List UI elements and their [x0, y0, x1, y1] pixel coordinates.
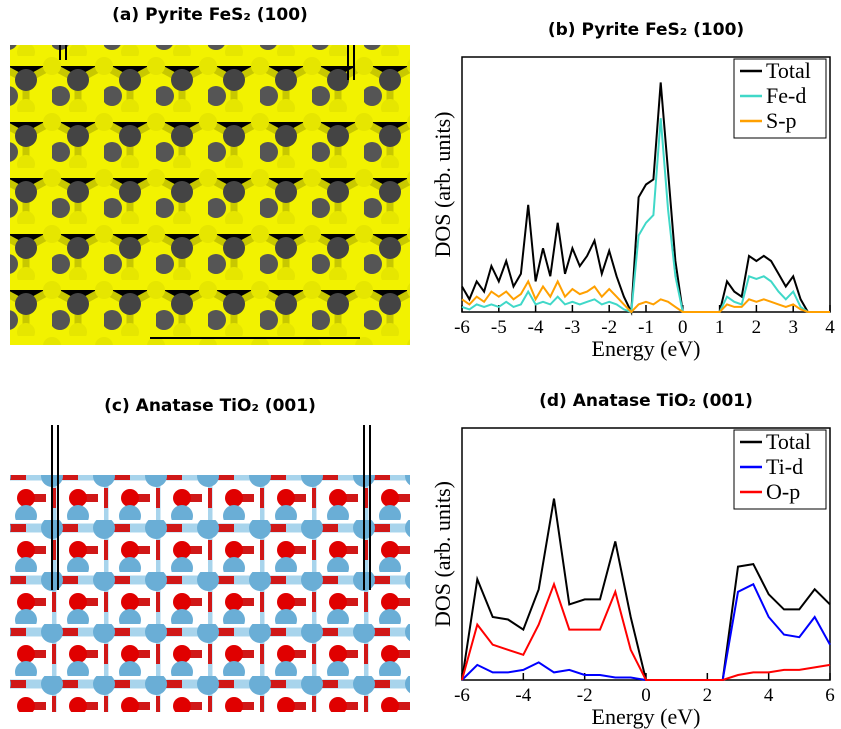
x-tick-label: -2	[601, 317, 617, 338]
legend-label: Fe-d	[766, 83, 806, 108]
chart-title: (d) Anatase TiO₂ (001)	[539, 391, 753, 411]
x-axis-label: Energy (eV)	[592, 336, 701, 361]
x-tick-label: 6	[825, 685, 835, 706]
x-tick-label: -4	[515, 685, 531, 706]
chart-title: (b) Pyrite FeS₂ (100)	[548, 20, 744, 40]
legend-box	[733, 429, 827, 510]
y-axis-label: DOS (arb. units)	[430, 111, 455, 257]
legend-label: Total	[766, 429, 811, 454]
legend-label: Ti-d	[766, 454, 803, 479]
x-tick-label: 3	[788, 317, 798, 338]
x-tick-label: 1	[715, 317, 725, 338]
dos-line	[461, 118, 830, 314]
legend-label: O-p	[766, 479, 800, 504]
x-tick-label: 4	[764, 685, 774, 706]
dos-line	[461, 279, 830, 314]
x-tick-label: -1	[638, 317, 654, 338]
dos-line	[461, 82, 830, 316]
x-tick-label: 0	[678, 317, 688, 338]
legend-label: Total	[766, 58, 811, 83]
dos-line	[461, 582, 831, 681]
y-axis-label: DOS (arb. units)	[430, 481, 455, 627]
x-tick-label: -6	[454, 685, 470, 706]
structure-title: (a) Pyrite FeS₂ (100)	[112, 5, 308, 25]
pyrite-structure	[10, 45, 410, 345]
x-tick-label: -6	[454, 317, 470, 338]
structure-title: (c) Anatase TiO₂ (001)	[104, 396, 316, 416]
x-tick-label: 4	[825, 317, 835, 338]
cell-outline	[51, 425, 371, 590]
cell-outline	[59, 45, 360, 339]
x-tick-label: 2	[752, 317, 762, 338]
dos-line	[461, 581, 831, 681]
legend-label: S-p	[766, 108, 797, 133]
x-tick-label: -4	[528, 317, 544, 338]
x-tick-label: -3	[564, 317, 580, 338]
x-axis-label: Energy (eV)	[592, 704, 701, 729]
x-tick-label: -5	[491, 317, 507, 338]
x-tick-label: -2	[577, 685, 593, 706]
anatase-structure	[10, 475, 410, 712]
x-tick-label: 0	[641, 685, 651, 706]
x-tick-label: 2	[703, 685, 713, 706]
